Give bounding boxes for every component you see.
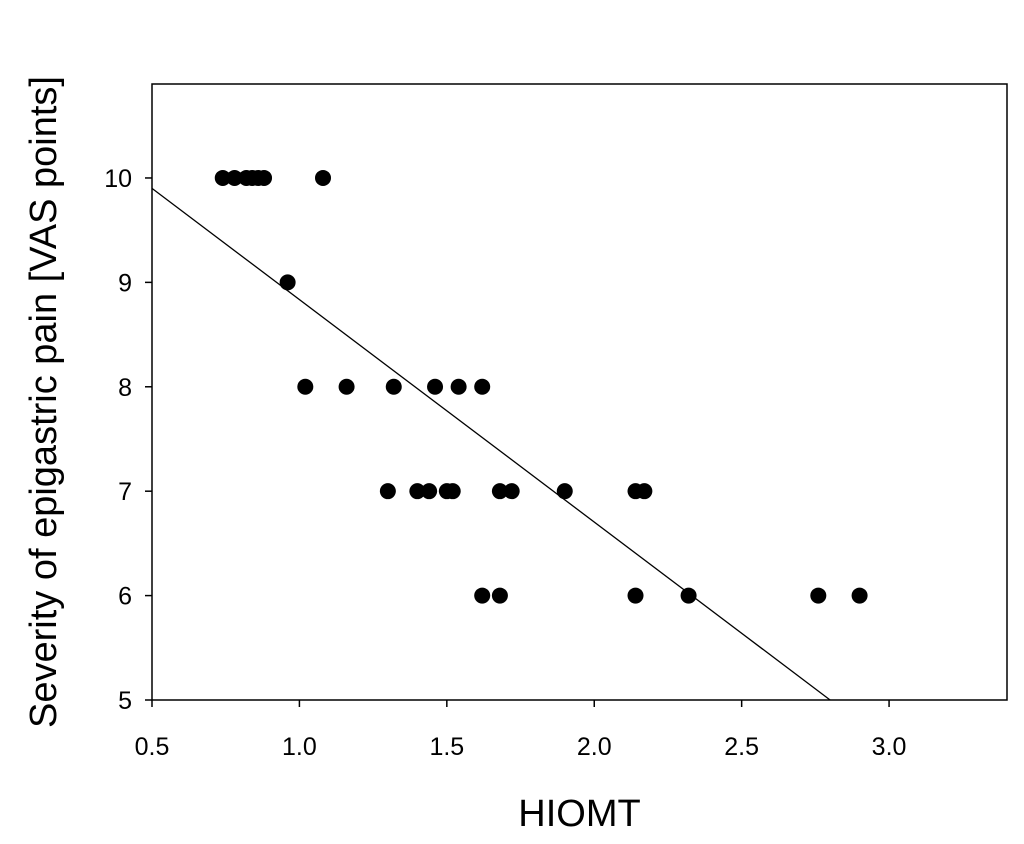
x-tick-label: 1.0 xyxy=(282,733,317,761)
data-point xyxy=(338,378,355,395)
x-tick-label: 2.0 xyxy=(577,733,612,761)
x-tick-label: 3.0 xyxy=(872,733,907,761)
data-point xyxy=(450,378,467,395)
data-point xyxy=(427,378,444,395)
data-point xyxy=(556,483,573,500)
x-tick-label: 0.5 xyxy=(135,733,170,761)
y-tick-label: 8 xyxy=(118,374,132,402)
data-point xyxy=(810,587,827,604)
data-point xyxy=(474,587,491,604)
data-point xyxy=(680,587,697,604)
data-point xyxy=(444,483,461,500)
y-tick-label: 5 xyxy=(118,687,132,715)
data-point xyxy=(315,169,331,186)
ticks-layer: 0.5 1.0 1.5 2.0 2.5 3.0 5 6 7 8 9 10 xyxy=(104,165,906,761)
y-tick-label: 6 xyxy=(118,583,132,611)
data-points xyxy=(214,169,868,604)
data-point xyxy=(851,587,868,604)
data-point xyxy=(256,169,273,186)
x-tick-label: 2.5 xyxy=(724,733,759,761)
data-point xyxy=(636,483,653,500)
data-point xyxy=(421,483,438,500)
x-axis-title: HIOMT xyxy=(518,793,640,835)
data-point xyxy=(503,483,520,500)
data-point xyxy=(297,378,314,395)
plot-frame xyxy=(151,83,1008,701)
data-point xyxy=(491,587,508,604)
x-tick-label: 1.5 xyxy=(429,733,464,761)
data-point xyxy=(474,378,491,395)
y-axis-title: Severity of epigastric pain [VAS points] xyxy=(23,76,65,728)
data-point xyxy=(226,169,243,186)
regression-line xyxy=(151,187,831,701)
data-point xyxy=(627,587,644,604)
y-tick-label: 9 xyxy=(118,269,132,297)
data-point xyxy=(379,483,396,500)
data-point xyxy=(279,274,296,291)
y-tick-label: 7 xyxy=(118,478,132,506)
data-point xyxy=(491,483,508,500)
data-point xyxy=(214,169,231,186)
y-tick-label: 10 xyxy=(104,165,132,193)
data-point xyxy=(409,483,426,500)
data-point xyxy=(385,378,402,395)
